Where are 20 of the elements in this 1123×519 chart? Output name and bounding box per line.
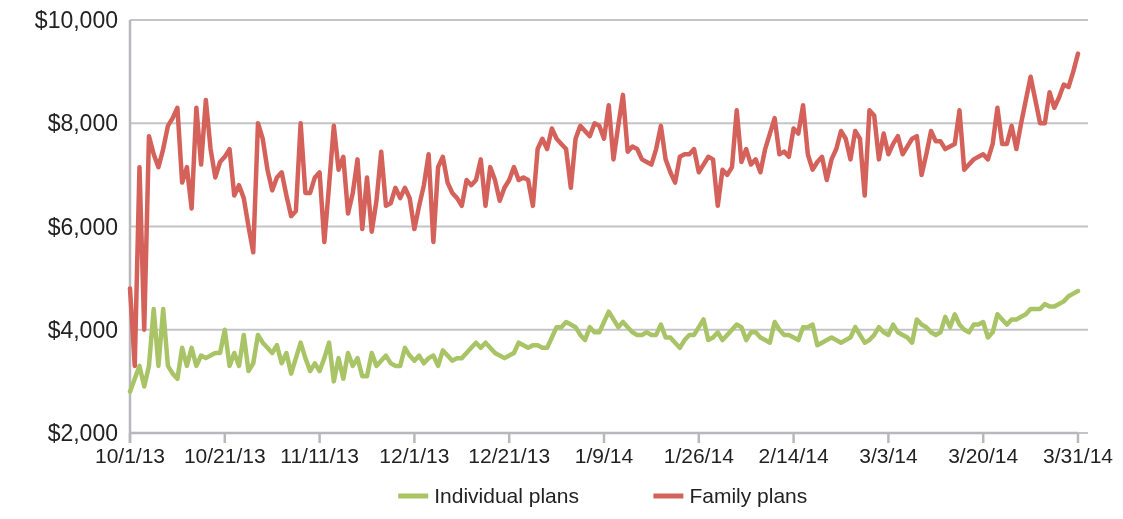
x-tick-label: 1/9/14 bbox=[574, 444, 634, 467]
x-tick-label: 12/21/13 bbox=[468, 444, 551, 467]
y-tick-label: $2,000 bbox=[47, 420, 118, 446]
legend-label: Family plans bbox=[689, 484, 808, 507]
x-tick-label: 10/21/13 bbox=[183, 444, 266, 467]
line-series bbox=[127, 51, 1081, 369]
line-series bbox=[127, 288, 1081, 394]
x-tick-label: 3/20/14 bbox=[948, 444, 1019, 467]
x-tick-label: 11/11/13 bbox=[280, 444, 359, 467]
x-tick-label: 3/31/14 bbox=[1042, 444, 1114, 467]
legend-label: Individual plans bbox=[434, 484, 579, 507]
y-tick-label: $4,000 bbox=[47, 316, 118, 343]
x-tick-label: 2/14/14 bbox=[758, 444, 829, 467]
x-tick-label: 12/1/13 bbox=[379, 444, 450, 467]
x-tick-label: 10/1/13 bbox=[94, 444, 166, 467]
y-tick-label: $10,000 bbox=[34, 7, 118, 33]
y-tick-label: $8,000 bbox=[47, 110, 118, 137]
y-tick-label: $6,000 bbox=[47, 213, 118, 240]
x-tick-label: 3/3/14 bbox=[859, 444, 918, 467]
x-tick-label: 1/26/14 bbox=[663, 444, 735, 467]
